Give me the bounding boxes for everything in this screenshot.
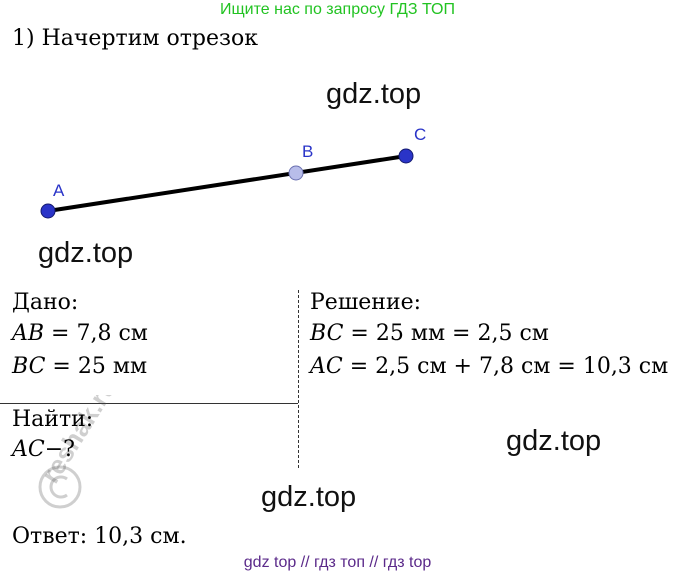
point-a — [40, 203, 56, 219]
point-b — [288, 165, 304, 181]
solution-label: Решение: — [310, 290, 422, 315]
watermark: gdz.top — [326, 78, 422, 110]
column-divider — [298, 290, 299, 468]
watermark: gdz.top — [261, 481, 357, 513]
given-bc: BC = 25 мм — [12, 354, 148, 379]
given-label: Дано: — [12, 290, 79, 315]
segment-diagram: A B C — [40, 125, 426, 219]
watermark: gdz.top — [38, 237, 134, 269]
top-banner: Ищите нас по запросу ГДЗ ТОП — [220, 1, 455, 18]
solution-line-2: AC = 2,5 см + 7,8 см = 10,3 см — [310, 354, 669, 379]
solution-line-1: BC = 25 мм = 2,5 см — [310, 321, 549, 346]
segment-ac — [46, 154, 408, 213]
watermark: gdz.top — [506, 425, 602, 457]
given-ab: AB = 7,8 см — [12, 321, 148, 346]
given-find-divider — [0, 403, 298, 404]
label-a: A — [53, 181, 65, 200]
label-b: B — [302, 142, 313, 161]
find-label: Найти: — [12, 407, 94, 432]
task-heading: 1) Начертим отрезок — [12, 26, 258, 51]
point-c — [398, 148, 414, 164]
reshak-stamp: reshak.ru — [35, 395, 122, 509]
label-c: C — [414, 125, 426, 144]
find-ac: AC−? — [12, 437, 75, 462]
bottom-banner: gdz top // гдз топ // гдз top — [243, 554, 432, 571]
answer: Ответ: 10,3 см. — [12, 524, 187, 549]
